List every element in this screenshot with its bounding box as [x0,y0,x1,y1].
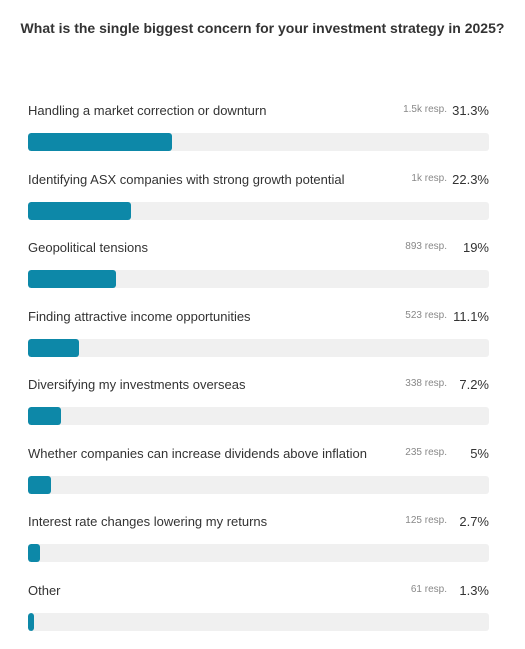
poll-option-bar-track [28,544,489,562]
poll-option: Other 61 resp. 1.3% [28,583,489,631]
poll-title: What is the single biggest concern for y… [20,20,505,36]
poll-option-header: Geopolitical tensions 893 resp. 19% [28,240,489,258]
poll-option-label: Finding attractive income opportunities [28,309,251,324]
poll-option: Finding attractive income opportunities 5… [28,309,489,357]
poll-option-label: Handling a market correction or downturn [28,103,267,118]
poll-option-responses: 893 resp. [405,241,447,252]
poll-option: Interest rate changes lowering my return… [28,514,489,562]
poll-option-percent: 1.3% [459,583,489,598]
poll-option-responses: 235 resp. [405,447,447,458]
poll-option-header: Interest rate changes lowering my return… [28,514,489,532]
poll-option-header: Identifying ASX companies with strong gr… [28,172,489,190]
poll-option-header: Finding attractive income opportunities 5… [28,309,489,327]
poll-option: Geopolitical tensions 893 resp. 19% [28,240,489,288]
poll-option: Handling a market correction or downturn… [28,103,489,151]
poll-option-bar-fill [28,476,51,494]
poll-option: Whether companies can increase dividends… [28,446,489,494]
poll-option-responses: 338 resp. [405,378,447,389]
poll-option-percent: 22.3% [452,172,489,187]
poll-option-label: Identifying ASX companies with strong gr… [28,172,345,187]
poll-option: Identifying ASX companies with strong gr… [28,172,489,220]
poll-option-percent: 11.1% [453,309,489,324]
poll-option-bar-fill [28,613,34,631]
poll-option-label: Geopolitical tensions [28,240,148,255]
poll-option-bar-track [28,339,489,357]
poll-option-percent: 31.3% [452,103,489,118]
poll-option-label: Other [28,583,61,598]
poll-option-responses: 61 resp. [410,584,447,595]
poll-option-responses: 1.5k resp. [403,104,447,115]
poll-option-label: Whether companies can increase dividends… [28,446,367,461]
poll-option-label: Diversifying my investments overseas [28,377,246,392]
poll-option-header: Whether companies can increase dividends… [28,446,489,464]
poll-option-percent: 7.2% [459,377,489,392]
poll-option-responses: 125 resp. [405,515,447,526]
poll-option-bar-fill [28,544,40,562]
poll-option-bar-track [28,407,489,425]
poll-option-percent: 2.7% [459,514,489,529]
poll-option-label: Interest rate changes lowering my return… [28,514,268,529]
poll-option-percent: 5% [470,446,489,461]
poll-option-bar-fill [28,270,116,288]
poll-option-header: Other 61 resp. 1.3% [28,583,489,601]
poll-option-bar-track [28,133,489,151]
poll-option-bar-track [28,476,489,494]
poll-option-bar-track [28,270,489,288]
poll-option-bar-fill [28,133,172,151]
poll-option-header: Handling a market correction or downturn… [28,103,489,121]
poll-option: Diversifying my investments overseas 338 … [28,377,489,425]
poll-option-responses: 1k resp. [411,173,447,184]
poll-option-bar-track [28,202,489,220]
poll-option-bar-fill [28,339,79,357]
poll-option-bar-fill [28,202,131,220]
poll-option-bar-track [28,613,489,631]
poll-option-bar-fill [28,407,61,425]
poll-option-responses: 523 resp. [405,310,447,321]
poll-option-header: Diversifying my investments overseas 338 … [28,377,489,395]
poll-option-percent: 19% [462,240,489,255]
